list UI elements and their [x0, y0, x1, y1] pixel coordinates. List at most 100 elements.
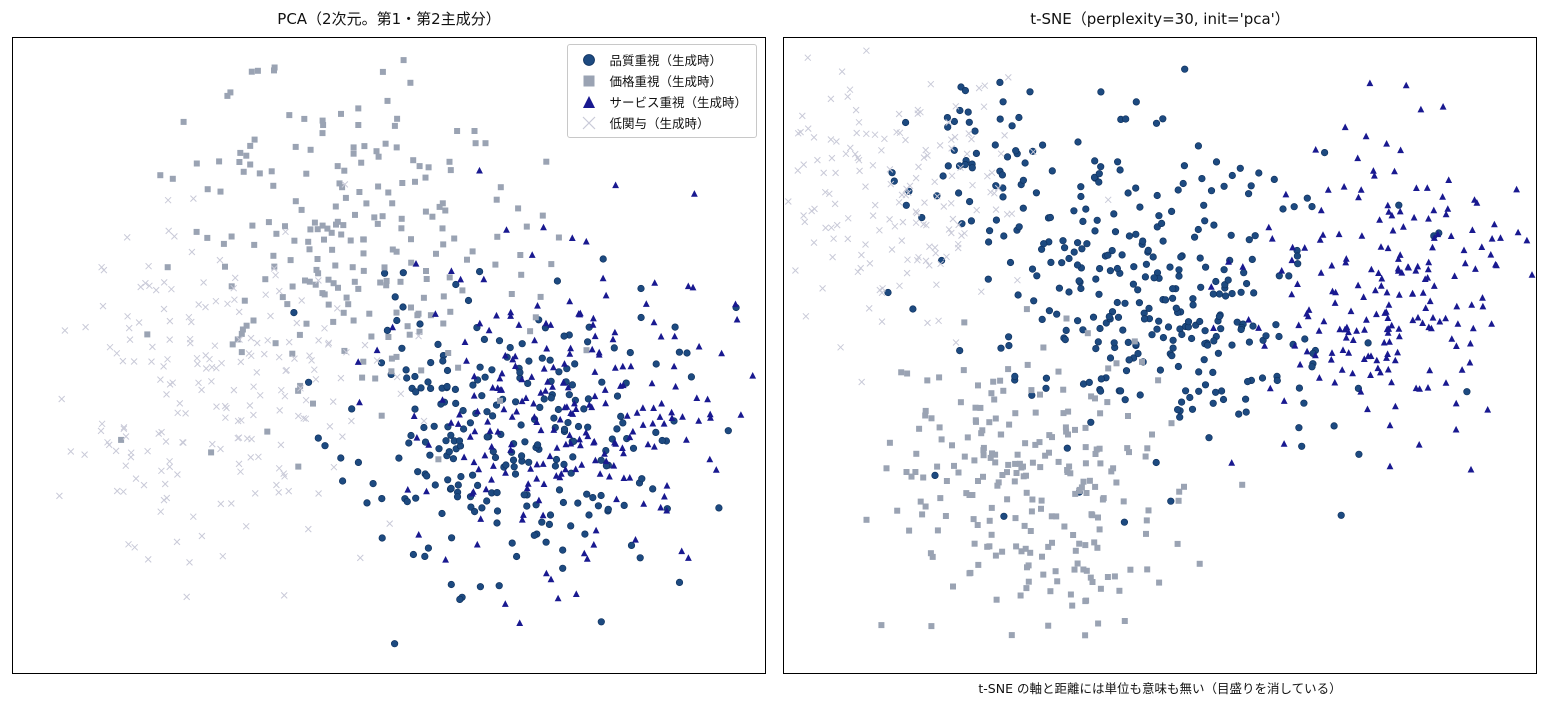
point-price: [934, 527, 941, 534]
point-low: [120, 425, 128, 433]
point-quality: [1095, 170, 1103, 178]
point-price: [241, 297, 248, 304]
point-quality: [581, 530, 589, 538]
point-service: [704, 395, 711, 403]
point-quality: [530, 531, 538, 539]
point-quality: [545, 520, 554, 529]
point-low: [825, 190, 833, 198]
point-low: [846, 144, 854, 152]
point-low: [120, 488, 127, 496]
point-service: [591, 332, 599, 340]
point-service: [1339, 346, 1347, 353]
point-low: [337, 374, 345, 382]
point-service: [602, 291, 610, 299]
point-price: [350, 144, 357, 151]
point-price: [292, 198, 299, 205]
point-quality: [447, 484, 455, 493]
point-price: [393, 144, 400, 151]
point-service: [707, 414, 714, 421]
point-low: [189, 513, 197, 521]
point-service: [588, 345, 596, 353]
point-low: [802, 312, 810, 320]
point-price: [238, 349, 245, 356]
point-quality: [1006, 258, 1015, 267]
point-quality: [1188, 405, 1197, 413]
point-quality: [1240, 269, 1248, 277]
point-low: [312, 375, 320, 383]
point-low: [855, 118, 863, 126]
point-low: [291, 355, 298, 362]
point-price: [1110, 465, 1117, 472]
point-quality: [1242, 395, 1250, 403]
point-quality: [1222, 292, 1230, 300]
point-quality: [478, 504, 486, 512]
point-service: [1381, 309, 1389, 316]
point-low: [200, 279, 207, 286]
point-service: [470, 372, 478, 380]
point-quality: [1196, 254, 1204, 262]
point-service: [591, 392, 599, 400]
pca-title: PCA（2次元。第1・第2主成分）: [277, 10, 501, 28]
point-low: [231, 296, 238, 304]
point-service: [550, 426, 558, 433]
point-quality: [1090, 173, 1099, 181]
point-service: [484, 418, 491, 425]
point-quality: [378, 495, 386, 503]
point-service: [531, 336, 538, 344]
point-price: [377, 279, 384, 286]
point-low: [800, 212, 807, 219]
point-service: [626, 433, 634, 441]
point-low: [838, 68, 846, 75]
point-low: [149, 343, 156, 351]
point-quality: [1105, 313, 1113, 321]
point-price: [381, 264, 388, 271]
point-low: [888, 246, 896, 253]
point-price: [1000, 387, 1007, 394]
point-price: [440, 241, 447, 248]
point-low: [185, 313, 193, 321]
point-price: [268, 168, 275, 175]
series-low: [784, 47, 1112, 386]
point-quality: [1139, 237, 1147, 245]
point-price: [1125, 413, 1131, 419]
point-low: [393, 373, 401, 381]
point-price: [999, 548, 1006, 555]
point-quality: [637, 284, 645, 293]
point-service: [627, 362, 635, 370]
point-service: [1386, 462, 1394, 470]
point-price: [334, 218, 341, 225]
point-quality: [1042, 384, 1050, 392]
point-quality: [1224, 276, 1232, 284]
point-quality: [1155, 212, 1163, 220]
point-service: [567, 439, 575, 447]
point-service: [733, 315, 741, 323]
point-price: [904, 370, 911, 377]
point-quality: [1094, 338, 1102, 346]
point-quality: [950, 117, 958, 126]
point-price: [548, 261, 555, 268]
point-low: [969, 181, 976, 189]
point-low: [922, 146, 930, 154]
point-service: [566, 350, 574, 357]
point-price: [1004, 469, 1010, 476]
point-quality: [1298, 442, 1306, 450]
point-price: [243, 322, 250, 329]
point-quality: [1169, 285, 1177, 293]
point-quality: [1058, 259, 1066, 267]
point-quality: [585, 511, 593, 519]
point-service: [454, 420, 462, 427]
circle-marker-icon: [576, 52, 602, 68]
point-price: [388, 368, 395, 375]
point-price: [303, 320, 310, 327]
point-price: [237, 149, 244, 156]
point-quality: [1294, 260, 1302, 268]
point-quality: [1220, 266, 1228, 274]
point-quality: [412, 388, 420, 396]
point-quality: [1000, 232, 1008, 240]
point-low: [949, 215, 957, 223]
point-low: [902, 136, 909, 144]
point-quality: [1113, 264, 1122, 273]
point-price: [412, 178, 418, 185]
point-low: [339, 433, 346, 440]
point-quality: [469, 381, 477, 389]
